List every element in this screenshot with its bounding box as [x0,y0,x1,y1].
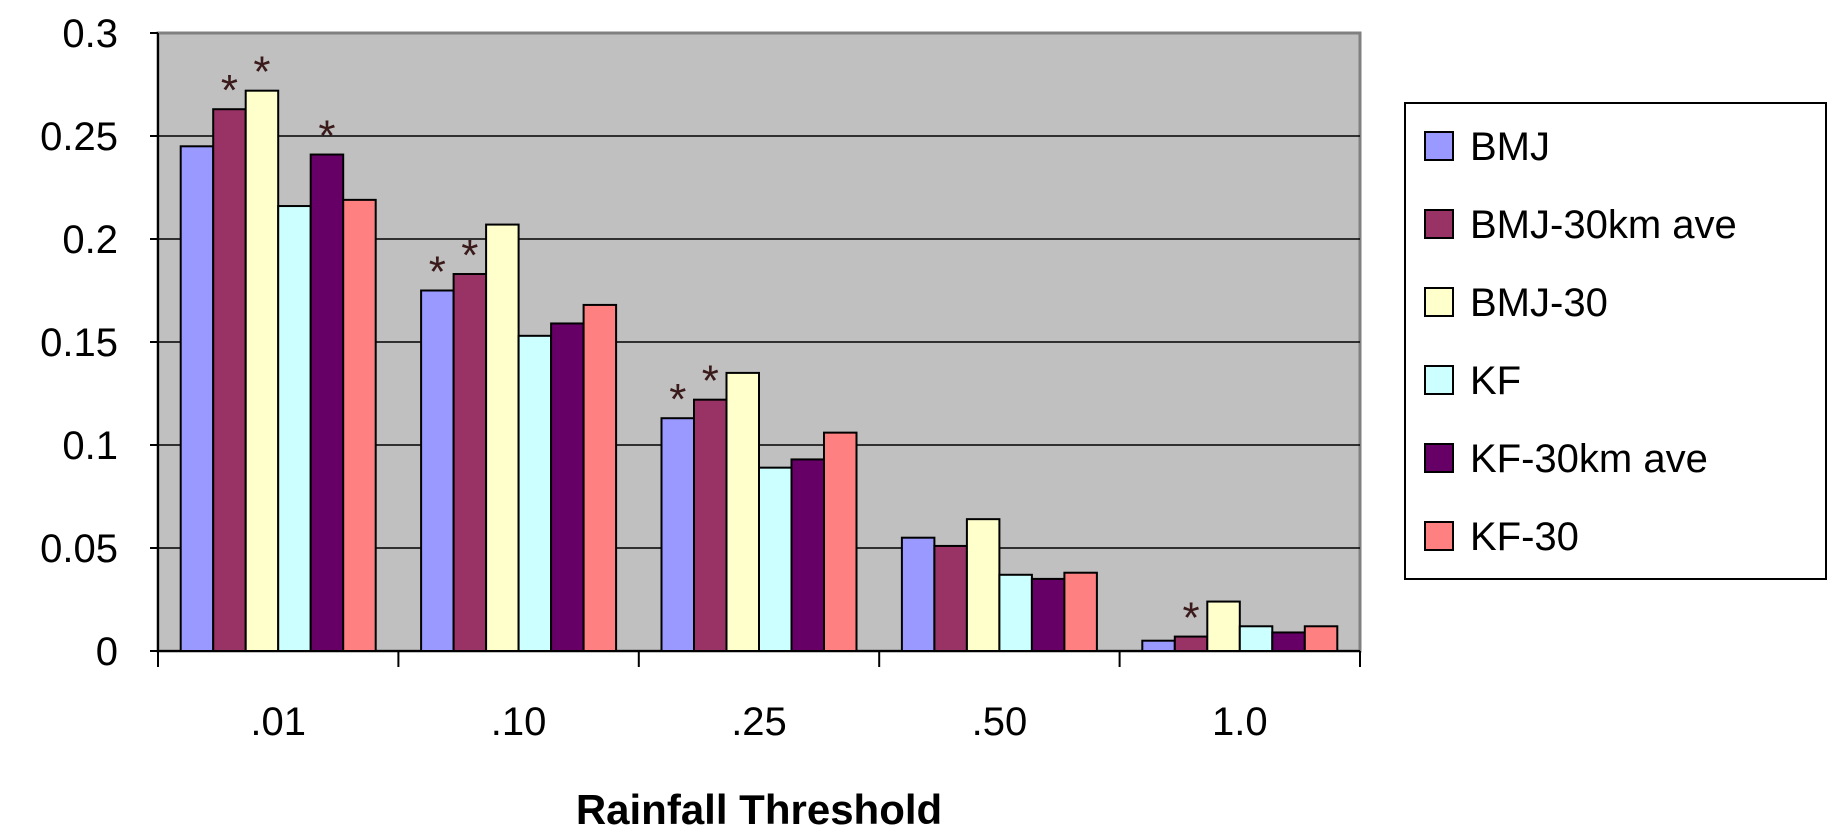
bar-kf-30km-ave-2 [790,458,825,653]
bar-bmj-4 [1141,639,1176,653]
legend: BMJ BMJ-30km ave BMJ-30 KF KF-30km ave KF-30 [1404,102,1827,580]
significance-asterisk: * [702,357,719,406]
bar-kf-3 [998,573,1033,653]
y-tick-label: 0.05 [40,527,118,571]
legend-swatch [1424,521,1454,551]
bar-kf-30-4 [1303,625,1339,653]
bar-bmj-30-3 [965,518,1001,652]
bar-bmj-30-0 [244,89,280,653]
legend-box [1404,102,1827,580]
legend-swatch [1424,365,1454,395]
significance-asterisk: * [1182,594,1199,643]
bar-kf-1 [517,334,553,652]
bar-kf-30-2 [823,431,858,653]
legend-label: BMJ [1470,125,1550,169]
legend-label: KF-30 [1470,515,1579,559]
bar-kf-30-1 [582,303,618,652]
bar-kf-30km-ave-4 [1271,631,1306,653]
y-tick-label: 0 [96,630,118,674]
significance-asterisk: * [461,231,478,280]
bar-bmj-30km-ave-2 [693,398,728,652]
legend-swatch [1424,209,1454,239]
bar-bmj-30-1 [485,223,520,653]
bar-bmj-30km-ave-1 [452,273,488,652]
bar-bmj-30-4 [1206,600,1241,652]
y-tick-label: 0.25 [40,115,118,159]
legend-swatch [1424,287,1454,317]
bar-kf-30km-ave-3 [1030,577,1066,653]
legend-label: KF [1470,359,1521,403]
y-tick-label: 0.2 [62,218,118,262]
bar-bmj-0 [179,145,215,653]
bar-bmj-2 [660,417,695,652]
significance-asterisk: * [221,66,238,115]
bar-bmj-3 [900,536,936,653]
x-axis-title: Rainfall Threshold [576,786,942,829]
x-tick-label: 1.0 [1212,700,1268,744]
bar-bmj-30km-ave-3 [933,544,968,652]
axes [150,32,1361,667]
y-tick-label: 0.15 [40,321,118,365]
significance-asterisk: * [318,112,335,161]
significance-markers: * * * * * * * * [221,48,1200,643]
legend-items: BMJ BMJ-30km ave BMJ-30 KF KF-30km ave KF-30 [1424,125,1737,559]
bar-kf-30-0 [342,198,377,653]
bar-bmj-30km-ave-0 [212,108,247,653]
bar-kf-30-3 [1063,571,1098,652]
legend-swatch [1424,443,1454,473]
bar-kf-2 [758,466,793,652]
bar-bmj-30-2 [725,371,760,652]
significance-asterisk: * [253,48,270,97]
x-tick-label: .10 [491,700,547,744]
legend-label: KF-30km ave [1470,437,1708,481]
bar-bmj-1 [420,289,455,652]
legend-swatch [1424,131,1454,161]
bar-kf-0 [277,205,312,652]
legend-label: BMJ-30km ave [1470,203,1737,247]
significance-asterisk: * [429,248,446,297]
y-axis-tick-labels: 0 0.05 0.1 0.15 0.2 0.25 0.3 [40,12,118,674]
legend-label: BMJ-30 [1470,281,1608,325]
y-tick-label: 0.3 [62,12,118,56]
x-tick-label: .50 [972,700,1028,744]
bars [179,89,1339,653]
x-tick-label: .25 [731,700,787,744]
bar-kf-30km-ave-1 [550,322,585,652]
y-tick-label: 0.1 [62,424,118,468]
bar-kf-4 [1238,625,1274,653]
bar-kf-30km-ave-0 [309,153,345,652]
x-axis-tick-labels: .01 .10 .25 .50 1.0 [250,700,1267,744]
x-tick-label: .01 [250,700,306,744]
significance-asterisk: * [669,375,686,424]
